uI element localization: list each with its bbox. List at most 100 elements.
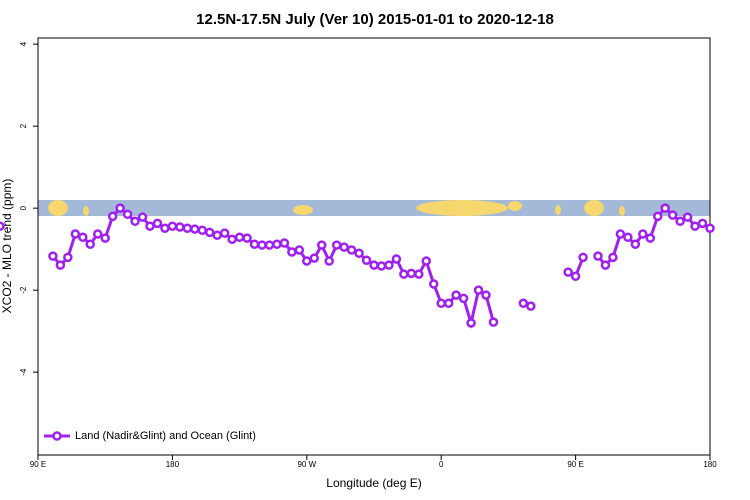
data-point	[152, 218, 163, 229]
data-point	[249, 239, 260, 249]
data-point	[488, 317, 499, 327]
data-point	[652, 211, 663, 222]
data-point	[219, 228, 230, 238]
data-point	[272, 239, 282, 249]
data-point	[92, 229, 103, 239]
data-point	[593, 251, 603, 261]
data-point	[436, 298, 446, 309]
map-strip	[38, 200, 710, 216]
data-point	[257, 240, 267, 250]
data-point	[316, 240, 327, 250]
data-point	[428, 279, 439, 289]
legend-label: Land (Nadir&Glint) and Ocean (Glint)	[75, 430, 256, 442]
land-patch	[508, 201, 522, 211]
data-point	[630, 239, 641, 249]
data-point	[458, 293, 469, 304]
data-point	[227, 234, 237, 245]
data-point	[204, 227, 215, 238]
y-tick-label: -4	[19, 368, 28, 376]
data-point	[638, 229, 648, 239]
data-point	[473, 285, 484, 295]
data-point	[526, 301, 536, 311]
data-point	[451, 290, 461, 300]
land-patch	[48, 200, 68, 216]
data-point	[391, 254, 402, 264]
data-point	[623, 232, 633, 243]
data-point	[660, 203, 670, 213]
x-tick-label: 90 E	[567, 460, 583, 469]
data-point	[137, 212, 148, 222]
data-point	[369, 260, 379, 270]
data-point	[481, 290, 491, 300]
data-point	[100, 233, 110, 243]
data-point	[167, 221, 178, 231]
data-point	[279, 238, 290, 248]
data-point	[690, 221, 700, 231]
data-point	[197, 225, 208, 236]
data-point	[264, 240, 275, 250]
data-point	[287, 247, 297, 257]
data-point	[645, 233, 656, 243]
data-point	[145, 221, 155, 231]
data-point	[107, 211, 118, 222]
y-tick-label: 2	[19, 123, 28, 128]
land-patch	[619, 206, 625, 216]
data-point	[600, 260, 611, 270]
data-point	[682, 212, 693, 222]
data-point	[122, 209, 133, 220]
data-point	[354, 248, 364, 259]
data-point	[466, 318, 476, 328]
data-point	[570, 271, 581, 281]
data-point	[63, 252, 73, 263]
data-point	[608, 252, 618, 263]
land-patch	[416, 200, 508, 216]
chart-title: 12.5N-17.5N July (Ver 10) 2015-01-01 to …	[196, 11, 554, 28]
data-point	[443, 298, 454, 309]
y-tick-label: -2	[19, 286, 28, 294]
data-point	[324, 256, 334, 266]
data-point	[414, 269, 424, 279]
land-patch	[584, 200, 604, 216]
ocean-strip	[38, 200, 710, 216]
land-patch	[555, 205, 561, 215]
land-patch	[293, 205, 313, 215]
data-point	[182, 223, 193, 234]
data-point	[361, 255, 372, 265]
data-point	[0, 221, 5, 231]
land-patch	[83, 206, 89, 216]
data-point	[675, 216, 685, 227]
y-tick-label: 0	[19, 205, 28, 210]
data-point	[55, 260, 66, 270]
data-point	[130, 216, 140, 227]
data-point	[518, 298, 529, 309]
x-axis-label: Longitude (deg E)	[326, 476, 421, 490]
data-point	[190, 224, 200, 234]
data-point	[697, 218, 708, 229]
y-axis-label: XCO2 - MLO trend (ppm)	[0, 179, 14, 314]
data-point	[212, 230, 222, 240]
data-point	[578, 252, 588, 263]
data-point	[563, 267, 573, 277]
data-point	[399, 269, 409, 279]
data-point	[376, 261, 387, 271]
data-point	[242, 233, 252, 243]
data-point	[48, 251, 58, 261]
data-point	[175, 222, 185, 232]
data-point	[331, 240, 342, 250]
data-point	[667, 210, 678, 220]
data-point	[705, 223, 715, 234]
x-tick-label: 0	[439, 460, 444, 469]
y-tick-label: 4	[19, 41, 28, 46]
data-point	[615, 229, 626, 239]
data-point	[294, 245, 305, 255]
data-point	[160, 223, 170, 234]
data-point	[302, 256, 312, 266]
data-point	[78, 232, 88, 243]
data-point	[406, 268, 417, 279]
x-tick-label: 180	[166, 460, 180, 469]
x-tick-label: 90 E	[30, 460, 46, 469]
data-point	[115, 203, 125, 213]
data-point	[339, 242, 349, 252]
